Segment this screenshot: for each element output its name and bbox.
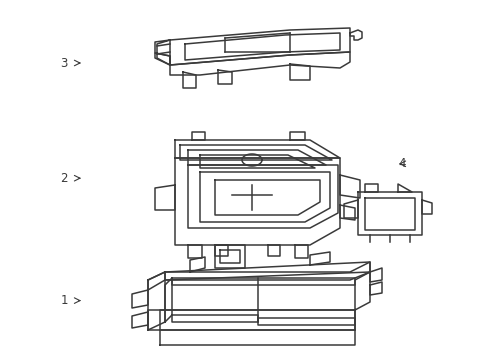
Polygon shape xyxy=(370,268,382,282)
Polygon shape xyxy=(422,200,432,214)
Polygon shape xyxy=(200,172,330,222)
Polygon shape xyxy=(290,64,310,80)
Polygon shape xyxy=(365,184,378,192)
Polygon shape xyxy=(132,290,148,308)
Polygon shape xyxy=(215,245,228,256)
Polygon shape xyxy=(148,262,370,290)
Text: 1: 1 xyxy=(60,294,68,307)
Polygon shape xyxy=(170,52,350,75)
Polygon shape xyxy=(165,262,370,280)
Polygon shape xyxy=(175,158,340,245)
Polygon shape xyxy=(192,132,205,140)
Polygon shape xyxy=(190,257,205,272)
Polygon shape xyxy=(370,282,382,295)
Polygon shape xyxy=(215,245,245,268)
Polygon shape xyxy=(148,310,355,330)
Polygon shape xyxy=(200,155,315,168)
Polygon shape xyxy=(295,245,308,258)
Polygon shape xyxy=(350,30,362,40)
Polygon shape xyxy=(268,245,280,256)
Polygon shape xyxy=(170,28,350,65)
Polygon shape xyxy=(340,205,355,220)
Polygon shape xyxy=(188,245,202,258)
Polygon shape xyxy=(148,272,165,330)
Polygon shape xyxy=(215,180,320,215)
Text: 3: 3 xyxy=(61,57,68,69)
Polygon shape xyxy=(175,140,340,158)
Polygon shape xyxy=(310,252,330,265)
Polygon shape xyxy=(398,184,412,192)
Polygon shape xyxy=(172,315,258,322)
Polygon shape xyxy=(160,310,355,345)
Polygon shape xyxy=(258,318,355,325)
Polygon shape xyxy=(188,165,338,228)
Polygon shape xyxy=(165,278,172,322)
Polygon shape xyxy=(185,33,340,60)
Polygon shape xyxy=(155,53,170,65)
Polygon shape xyxy=(155,185,175,210)
Polygon shape xyxy=(155,40,170,65)
Polygon shape xyxy=(344,200,358,218)
Polygon shape xyxy=(340,175,360,198)
Text: 4: 4 xyxy=(398,157,406,170)
Polygon shape xyxy=(290,132,305,140)
Polygon shape xyxy=(218,70,232,84)
Text: 2: 2 xyxy=(60,172,68,185)
Polygon shape xyxy=(355,272,370,310)
Polygon shape xyxy=(172,278,355,285)
Polygon shape xyxy=(358,192,422,235)
Polygon shape xyxy=(180,145,332,160)
Polygon shape xyxy=(183,72,196,88)
Polygon shape xyxy=(132,312,148,328)
Polygon shape xyxy=(188,150,326,165)
